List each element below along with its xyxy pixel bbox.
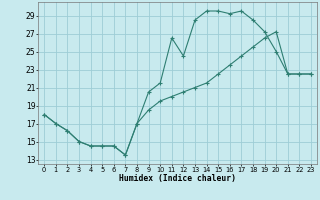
X-axis label: Humidex (Indice chaleur): Humidex (Indice chaleur) bbox=[119, 174, 236, 183]
